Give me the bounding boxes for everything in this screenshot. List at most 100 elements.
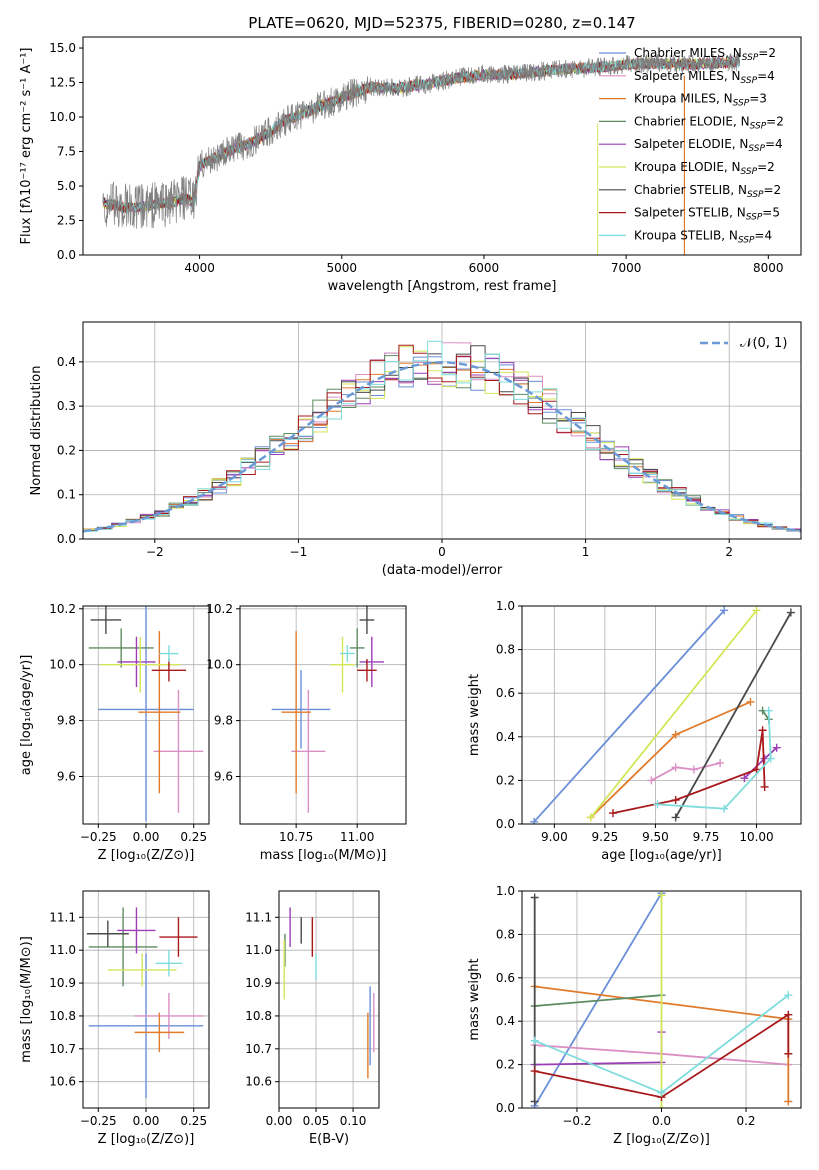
series-marker — [689, 765, 698, 774]
y-axis-label: mass weight — [467, 958, 482, 1040]
legend-label: Salpeter ELODIE, NSSP=4 — [634, 137, 783, 154]
x-tick-label: 0.00 — [133, 1114, 160, 1128]
series-marker — [740, 774, 749, 783]
axes-age_vs_mass: 10.75 11.00 9.6 9.8 10.0 10.2 mass [log₁₀(M/M⊙… — [206, 602, 407, 863]
points — [88, 606, 204, 822]
y-tick-label: 0.6 — [496, 686, 515, 700]
y-tick-label: 10.0 — [206, 658, 233, 672]
series-marker — [657, 891, 666, 900]
x-tick-label: 8000 — [753, 261, 784, 275]
x-tick-label: 11.00 — [340, 830, 374, 844]
y-tick-label: 10.6 — [245, 1075, 272, 1089]
x-axis-label: Z [log₁₀(Z/Z⊙)] — [613, 1132, 710, 1147]
y-tick-label: 0.4 — [496, 1014, 515, 1028]
axes-weight_vs_age: 9.00 9.25 9.50 9.75 10.00 0.0 0.2 0.4 0.6 0.8 1.0 a… — [467, 599, 802, 863]
x-tick-label: 10.75 — [279, 830, 313, 844]
series-marker — [766, 754, 775, 763]
series-marker — [530, 1097, 539, 1106]
y-tick-label: 11.0 — [49, 943, 76, 957]
y-tick-label: 0.0 — [496, 1101, 515, 1115]
series-line — [534, 994, 662, 1007]
series-marker — [786, 608, 795, 617]
series-marker — [671, 813, 680, 822]
y-tick-label: 0.2 — [496, 1058, 515, 1072]
y-tick-label: 11.1 — [245, 910, 272, 924]
y-tick-label: 12.5 — [49, 76, 76, 90]
y-tick-label: 10.7 — [49, 1042, 76, 1056]
y-tick-label: 0.0 — [57, 532, 76, 546]
x-tick-label: 9.25 — [592, 830, 619, 844]
series-marker — [608, 809, 617, 818]
y-tick-label: 10.2 — [206, 602, 233, 616]
x-axis-label: Z [log₁₀(Z/Z⊙)] — [98, 1132, 195, 1147]
series-line — [743, 747, 778, 779]
series-marker — [716, 758, 725, 767]
x-tick-label: 9.00 — [541, 830, 568, 844]
series-line — [612, 730, 766, 814]
histograms — [83, 340, 801, 534]
series-line — [761, 710, 770, 720]
series-marker — [764, 706, 773, 715]
series-marker — [784, 1097, 793, 1106]
series-line — [650, 762, 721, 782]
axes-frame — [82, 605, 210, 825]
x-axis-label: wavelength [Angstrom, rest frame] — [328, 279, 557, 294]
x-tick-label: 0 — [438, 545, 446, 559]
axes-residuals: −2 −1 0 1 2 0.0 0.1 0.2 0.3 0.4 (data-model)/error… — [29, 321, 802, 578]
axes-weight_vs_Z: −0.2 0.0 0.2 0.0 0.2 0.4 0.6 0.8 1.0 Z [log₁₀(Z/Z… — [467, 884, 802, 1147]
observed-spectrum — [102, 52, 741, 229]
series-marker — [657, 1104, 666, 1108]
x-tick-label: 9.50 — [642, 830, 669, 844]
y-tick-label: 1.0 — [496, 884, 515, 898]
series-marker — [530, 1036, 539, 1045]
y-tick-label: 10.0 — [49, 110, 76, 124]
axes-mass_vs_ebv: 0.00 0.05 0.10 10.6 10.7 10.8 10.9 11.0 11.1 E(B-… — [245, 890, 380, 1147]
y-tick-label: 9.8 — [57, 714, 76, 728]
x-tick-label: 6000 — [469, 261, 500, 275]
x-tick-label: 0.25 — [180, 830, 207, 844]
x-axis-label: E(B-V) — [309, 1132, 349, 1147]
series-marker — [671, 796, 680, 805]
y-tick-label: 15.0 — [49, 41, 76, 55]
y-tick-label: 0.2 — [496, 773, 515, 787]
series-line — [589, 609, 758, 819]
series-marker — [760, 782, 769, 791]
series-marker — [720, 804, 729, 813]
x-tick-label: 0.00 — [133, 830, 160, 844]
y-tick-label: 0.4 — [496, 730, 515, 744]
series-marker — [653, 800, 662, 809]
x-tick-label: 0.05 — [303, 1114, 330, 1128]
y-tick-label: 0.2 — [57, 443, 76, 457]
x-axis-label: Z [log₁₀(Z/Z⊙)] — [98, 848, 195, 863]
y-tick-label: 0.0 — [496, 817, 515, 831]
y-tick-label: 10.0 — [49, 658, 76, 672]
y-tick-label: 10.7 — [245, 1042, 272, 1056]
legend-label: Salpeter STELIB, NSSP=5 — [634, 206, 780, 223]
y-tick-label: 0.8 — [496, 927, 515, 941]
legend-label: Salpeter MILES, NSSP=4 — [634, 69, 775, 86]
y-tick-label: 5.0 — [57, 179, 76, 193]
y-tick-label: 7.5 — [57, 145, 76, 159]
y-tick-label: 0.6 — [496, 971, 515, 985]
legend: Chabrier MILES, NSSP=2 Salpeter MILES, NS… — [599, 46, 784, 245]
y-axis-label: age [log₁₀(age/yr)] — [19, 655, 34, 776]
axes-age_vs_Z: −0.25 0.00 0.25 9.6 9.8 10.0 10.2 Z [log₁₀(Z/Z⊙… — [19, 602, 210, 863]
legend-label: Chabrier STELIB, NSSP=2 — [634, 183, 781, 200]
x-axis-label: age [log₁₀(age/yr)] — [601, 848, 722, 863]
series-marker — [657, 1088, 666, 1097]
y-tick-label: 0.3 — [57, 399, 76, 413]
series-marker — [671, 763, 680, 772]
x-tick-label: −1 — [290, 545, 308, 559]
series-line — [533, 892, 663, 1107]
axes-mass_vs_Z: −0.25 0.00 0.25 10.6 10.7 10.8 10.9 11.0 11.1 Z [… — [19, 890, 210, 1147]
axes-frame — [278, 890, 380, 1109]
x-tick-label: −0.2 — [562, 1114, 591, 1128]
series-marker — [784, 991, 793, 1000]
y-tick-label: 0.1 — [57, 488, 76, 502]
series-marker — [530, 817, 539, 824]
series-group — [530, 606, 795, 824]
series-marker — [586, 813, 595, 822]
x-tick-label: 10.00 — [739, 830, 773, 844]
axes-frame — [82, 321, 802, 540]
